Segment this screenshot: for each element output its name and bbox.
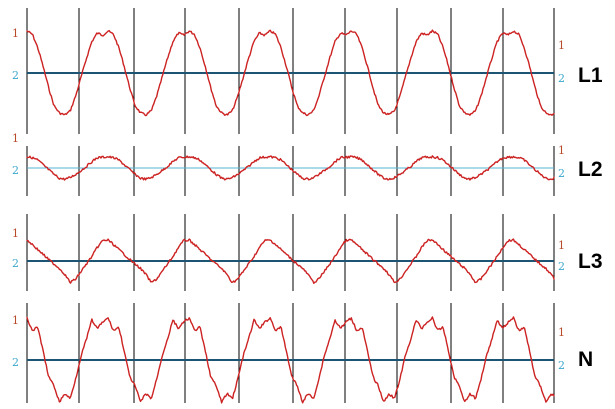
waveform-trace — [26, 155, 555, 181]
marker-top-left: 1 — [12, 27, 19, 40]
marker-baseline-right: 2 — [558, 167, 565, 180]
marker-baseline-left: 2 — [12, 164, 19, 177]
marker-top-right: 1 — [558, 144, 565, 157]
marker-top-left: 1 — [12, 132, 19, 145]
marker-top-left: 1 — [12, 227, 19, 240]
channel-label-l2: L2 — [578, 158, 603, 181]
marker-top-right: 1 — [558, 239, 565, 252]
marker-baseline-right: 2 — [558, 260, 565, 273]
marker-baseline-right: 2 — [558, 72, 565, 85]
marker-baseline-left: 2 — [12, 69, 19, 82]
marker-top-left: 1 — [12, 314, 19, 327]
channel-panel-l3: 1 2 1 2 L3 — [12, 214, 603, 291]
waveform-trace — [26, 238, 555, 284]
channel-panel-l1: 1 2 1 2 L1 — [12, 8, 603, 134]
channel-panel-l2: 1 2 1 2 L2 — [12, 132, 603, 196]
marker-baseline-left: 2 — [12, 257, 19, 270]
marker-top-right: 1 — [558, 39, 565, 52]
marker-baseline-left: 2 — [12, 356, 19, 369]
channel-label-l1: L1 — [578, 64, 603, 87]
waveform-trace — [26, 29, 555, 117]
marker-top-right: 1 — [558, 326, 565, 339]
channel-label-n: N — [578, 348, 593, 371]
channel-label-l3: L3 — [578, 250, 603, 273]
marker-baseline-right: 2 — [558, 359, 565, 372]
waveform-trace — [26, 316, 555, 404]
